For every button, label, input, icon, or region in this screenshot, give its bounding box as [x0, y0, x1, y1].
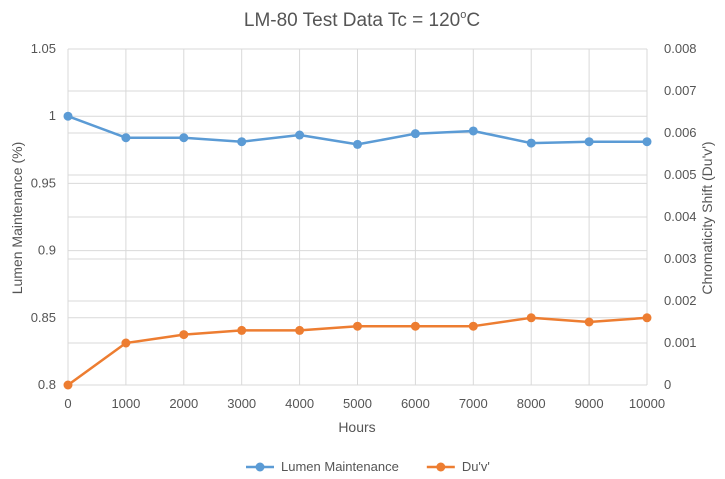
duv-point [410, 321, 420, 331]
x-axis-title: Hours [338, 419, 375, 435]
series-layer [63, 111, 652, 390]
lumen-maintenance-point [410, 129, 420, 139]
duv-point [63, 380, 73, 390]
duv-point [295, 325, 305, 335]
x-tick-label: 7000 [459, 396, 488, 411]
right-tick-label: 0.008 [664, 41, 697, 56]
lumen-maintenance-point [63, 111, 73, 121]
x-tick-label: 6000 [401, 396, 430, 411]
legend-duv-label: Du'v' [462, 459, 490, 474]
left-tick-label: 0.9 [38, 243, 56, 258]
right-axis-title: Chromaticity Shift (Du'v') [699, 141, 715, 294]
legend-lumen-maintenance-swatch-marker [255, 462, 265, 472]
left-tick-label: 1.05 [31, 41, 56, 56]
legend-lumen-maintenance-label: Lumen Maintenance [281, 459, 399, 474]
duv-point [121, 338, 131, 348]
chart-title-unit: C [466, 10, 480, 31]
legend: Lumen Maintenance Du'v' [246, 459, 490, 474]
left-axis-title: Lumen Maintenance (%) [9, 142, 25, 295]
left-tick-label: 1 [49, 108, 56, 123]
right-tick-label: 0.007 [664, 83, 697, 98]
left-tick-label: 0.95 [31, 175, 56, 190]
right-tick-label: 0.004 [664, 209, 697, 224]
legend-duv-swatch-marker [436, 462, 446, 472]
x-tick-label: 5000 [343, 396, 372, 411]
left-tick-label: 0.8 [38, 377, 56, 392]
duv-point [642, 313, 652, 323]
lumen-maintenance-point [468, 126, 478, 136]
right-tick-label: 0.003 [664, 251, 697, 266]
x-tick-label: 1000 [111, 396, 140, 411]
lumen-maintenance-point [295, 130, 305, 140]
lumen-maintenance-point [642, 137, 652, 147]
right-tick-label: 0.005 [664, 167, 697, 182]
chart-title-degree: o [460, 9, 466, 21]
duv-point [179, 330, 189, 340]
lumen-maintenance-point [121, 133, 131, 143]
right-tick-label: 0.006 [664, 125, 697, 140]
chart-title: LM-80 Test Data Tc = 120oC [244, 9, 480, 31]
duv-point [237, 325, 247, 335]
lumen-maintenance-point [237, 137, 247, 147]
x-tick-label: 4000 [285, 396, 314, 411]
gridlines [67, 48, 648, 386]
lumen-maintenance-point [526, 138, 536, 148]
duv-point [353, 321, 362, 331]
tick-labels: 0 1000 2000 3000 4000 5000 6000 7000 8000 9000 100… [31, 41, 697, 411]
duv-point [526, 313, 536, 323]
lumen-maintenance-point [179, 133, 189, 143]
duv-point [584, 317, 594, 327]
right-tick-label: 0 [664, 377, 671, 392]
x-tick-label: 8000 [517, 396, 546, 411]
chart-title-main: LM-80 Test Data Tc = 120 [244, 10, 460, 31]
right-tick-label: 0.001 [664, 335, 697, 350]
left-tick-label: 0.85 [31, 310, 56, 325]
right-tick-label: 0.002 [664, 293, 697, 308]
duv-point [468, 321, 478, 331]
x-tick-label: 10000 [629, 396, 665, 411]
x-tick-label: 3000 [227, 396, 256, 411]
x-tick-label: 2000 [169, 396, 198, 411]
lumen-maintenance-point [584, 137, 594, 147]
x-tick-label: 0 [64, 396, 71, 411]
lumen-maintenance-point [353, 139, 362, 149]
x-tick-label: 9000 [575, 396, 604, 411]
